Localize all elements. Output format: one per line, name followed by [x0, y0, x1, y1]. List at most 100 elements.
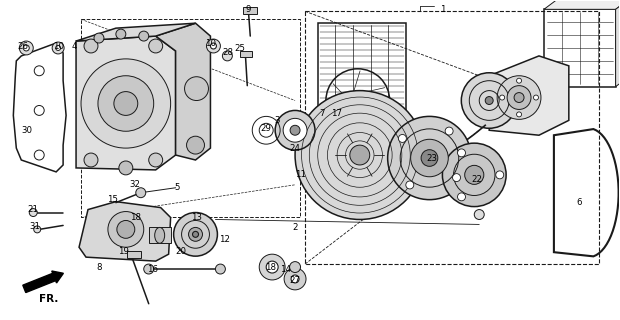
Polygon shape: [156, 23, 210, 160]
Circle shape: [114, 92, 138, 116]
Ellipse shape: [361, 187, 374, 193]
Text: FR.: FR.: [40, 294, 59, 304]
Bar: [544, 9, 616, 87]
Circle shape: [149, 39, 162, 53]
Circle shape: [24, 45, 29, 51]
Text: 10: 10: [205, 38, 216, 48]
Text: 26: 26: [18, 43, 29, 52]
Bar: [243, 7, 257, 14]
Polygon shape: [14, 43, 66, 172]
Circle shape: [496, 171, 503, 179]
Text: 9: 9: [246, 5, 251, 14]
Polygon shape: [616, 0, 620, 87]
Text: 24: 24: [290, 144, 301, 153]
Text: 14: 14: [280, 265, 291, 274]
Circle shape: [33, 226, 41, 233]
Circle shape: [295, 91, 425, 220]
FancyArrow shape: [23, 271, 63, 292]
Text: 27: 27: [290, 276, 301, 285]
Polygon shape: [76, 23, 195, 41]
Circle shape: [290, 125, 300, 135]
Circle shape: [474, 210, 484, 220]
Circle shape: [259, 123, 273, 137]
Text: 1: 1: [440, 5, 445, 14]
Circle shape: [52, 42, 64, 54]
Circle shape: [443, 143, 506, 207]
Circle shape: [193, 231, 198, 237]
Circle shape: [458, 149, 466, 157]
Circle shape: [139, 31, 149, 41]
Circle shape: [458, 193, 466, 201]
Text: 29: 29: [261, 124, 272, 133]
Polygon shape: [79, 202, 170, 261]
Circle shape: [406, 181, 414, 189]
Text: 8: 8: [96, 263, 102, 272]
Circle shape: [461, 73, 517, 128]
Bar: [318, 23, 405, 137]
Circle shape: [119, 161, 133, 175]
Circle shape: [275, 110, 315, 150]
Circle shape: [117, 220, 135, 238]
Circle shape: [81, 59, 170, 148]
Circle shape: [399, 134, 406, 142]
Circle shape: [56, 45, 61, 51]
Circle shape: [174, 212, 218, 256]
Circle shape: [19, 41, 33, 55]
Circle shape: [497, 76, 541, 119]
Polygon shape: [489, 56, 569, 135]
Circle shape: [514, 92, 524, 102]
Circle shape: [445, 127, 453, 135]
Circle shape: [266, 261, 278, 273]
Circle shape: [215, 264, 226, 274]
Circle shape: [98, 76, 154, 131]
Text: 10: 10: [53, 43, 64, 52]
Text: 4: 4: [71, 43, 77, 52]
Circle shape: [116, 29, 126, 39]
Circle shape: [29, 209, 37, 217]
Circle shape: [283, 118, 307, 142]
Circle shape: [136, 188, 146, 198]
Circle shape: [34, 106, 44, 116]
Circle shape: [34, 66, 44, 76]
Polygon shape: [544, 0, 620, 9]
Circle shape: [465, 165, 484, 184]
Text: 12: 12: [219, 235, 230, 244]
Text: 5: 5: [175, 183, 180, 192]
Circle shape: [350, 145, 370, 165]
Text: 3: 3: [275, 116, 280, 125]
Circle shape: [284, 268, 306, 290]
Text: 6: 6: [576, 198, 582, 207]
Circle shape: [149, 153, 162, 167]
Circle shape: [516, 78, 521, 83]
Ellipse shape: [361, 149, 374, 155]
Circle shape: [453, 174, 461, 181]
Circle shape: [206, 39, 220, 53]
Text: 21: 21: [28, 205, 38, 214]
Circle shape: [410, 139, 448, 177]
Circle shape: [500, 95, 505, 100]
Text: 28: 28: [222, 48, 233, 57]
Circle shape: [94, 33, 104, 43]
Circle shape: [507, 86, 531, 109]
Circle shape: [516, 112, 521, 117]
Text: 19: 19: [118, 247, 130, 256]
Ellipse shape: [155, 228, 165, 243]
Text: 13: 13: [191, 213, 202, 222]
Bar: [149, 228, 170, 243]
Text: 30: 30: [22, 126, 33, 135]
Polygon shape: [76, 36, 175, 170]
Circle shape: [533, 95, 539, 100]
Circle shape: [485, 97, 493, 105]
Text: 25: 25: [235, 44, 246, 53]
Circle shape: [210, 43, 216, 49]
Text: 17: 17: [331, 109, 342, 118]
Circle shape: [421, 150, 438, 166]
Circle shape: [223, 51, 232, 61]
Circle shape: [84, 39, 98, 53]
Text: 11: 11: [294, 170, 306, 180]
Circle shape: [84, 153, 98, 167]
Bar: [241, 51, 252, 57]
Text: 32: 32: [130, 180, 140, 189]
Text: 18: 18: [130, 213, 141, 222]
Circle shape: [187, 136, 205, 154]
